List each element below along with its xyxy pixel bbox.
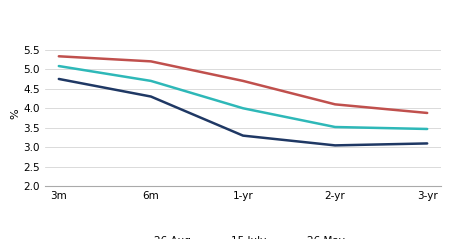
Y-axis label: %: % [11,109,21,120]
Legend: 26 Aug, 15 July, 26 May: 26 Aug, 15 July, 26 May [121,232,349,239]
Text: Market pricing of Fed rates: Market pricing of Fed rates [7,11,211,24]
